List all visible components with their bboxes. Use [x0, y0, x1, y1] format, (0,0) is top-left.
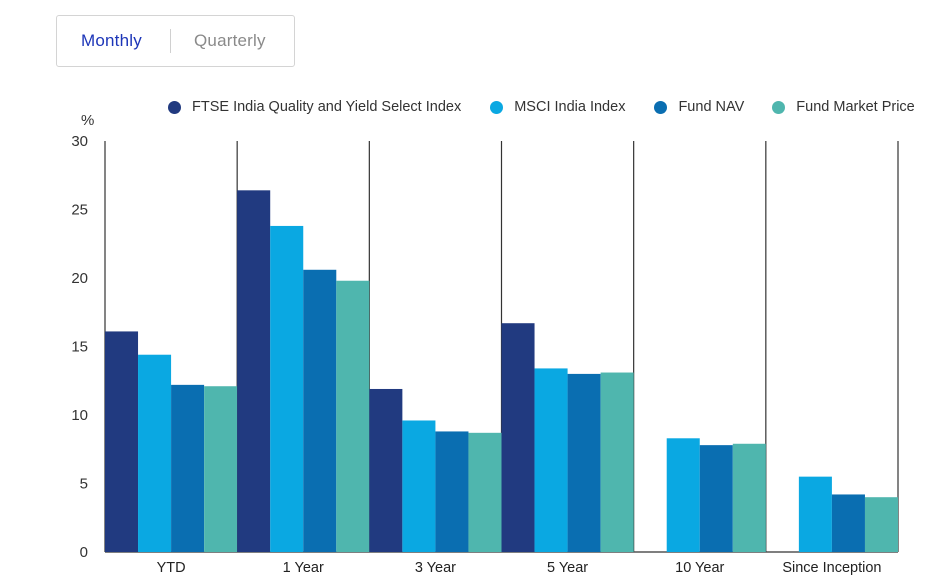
- bar-3-1[interactable]: [534, 368, 568, 552]
- bar-0-3[interactable]: [204, 386, 238, 552]
- y-tick-label-0: 0: [80, 544, 88, 561]
- legend-swatch-msci: [490, 100, 504, 114]
- x-tick-labels: YTD 1 Year 3 Year 5 Year 10 Year Since Incept…: [157, 560, 882, 576]
- bar-5-3[interactable]: [864, 497, 898, 552]
- legend-item-nav[interactable]: Fund NAV: [654, 99, 744, 115]
- bar-2-1[interactable]: [402, 420, 436, 552]
- legend-label-market: Fund Market Price: [796, 99, 915, 115]
- tab-monthly[interactable]: Monthly: [81, 31, 142, 50]
- y-tick-labels: 0 5 10 15 20 25 30: [71, 133, 88, 561]
- x-tick-label-0: YTD: [157, 560, 186, 576]
- y-tick-label-4: 20: [71, 270, 88, 287]
- x-tick-label-5: Since Inception: [782, 560, 881, 576]
- chart-bars: [105, 190, 898, 552]
- y-tick-label-2: 10: [71, 407, 88, 424]
- bar-3-2[interactable]: [567, 373, 601, 552]
- bar-0-1[interactable]: [138, 354, 172, 552]
- legend-swatch-index: [168, 100, 181, 114]
- bar-2-2[interactable]: [435, 431, 469, 552]
- y-tick-label-3: 15: [71, 339, 88, 356]
- bar-1-1[interactable]: [270, 225, 304, 552]
- legend-swatch-market: [772, 100, 786, 114]
- bar-0-0[interactable]: [105, 331, 139, 552]
- bar-4-1[interactable]: [666, 438, 700, 552]
- bar-3-0[interactable]: [501, 323, 535, 552]
- bar-4-2[interactable]: [699, 445, 733, 552]
- bar-3-3[interactable]: [600, 372, 634, 552]
- legend-label-msci: MSCI India Index: [514, 99, 626, 115]
- y-tick-label-6: 30: [71, 133, 88, 150]
- y-axis-unit-label: %: [81, 112, 94, 129]
- y-tick-label-1: 5: [80, 476, 88, 493]
- bar-4-3[interactable]: [732, 443, 766, 552]
- chart-legend: FTSE India Quality and Yield Select Inde…: [168, 99, 915, 115]
- period-toggle: Monthly Quarterly: [56, 15, 295, 67]
- toggle-divider: [170, 29, 171, 53]
- legend-swatch-nav: [654, 100, 668, 114]
- x-tick-label-3: 5 Year: [547, 560, 588, 576]
- legend-label-nav: Fund NAV: [678, 99, 745, 115]
- legend-item-index[interactable]: FTSE India Quality and Yield Select Inde…: [168, 99, 461, 115]
- y-tick-label-5: 25: [71, 202, 88, 219]
- bar-2-3[interactable]: [468, 432, 502, 552]
- bar-2-0[interactable]: [369, 388, 403, 552]
- x-tick-label-1: 1 Year: [283, 560, 324, 576]
- x-tick-label-4: 10 Year: [675, 560, 724, 576]
- bar-5-2[interactable]: [831, 494, 865, 552]
- legend-item-market[interactable]: Fund Market Price: [772, 99, 915, 115]
- bar-0-2[interactable]: [171, 384, 205, 552]
- bar-1-0[interactable]: [237, 190, 271, 552]
- legend-label-index: FTSE India Quality and Yield Select Inde…: [192, 99, 462, 115]
- bar-5-1[interactable]: [798, 476, 832, 552]
- x-tick-label-2: 3 Year: [415, 560, 456, 576]
- legend-item-msci[interactable]: MSCI India Index: [490, 99, 625, 115]
- bar-1-2[interactable]: [303, 269, 337, 552]
- tab-quarterly[interactable]: Quarterly: [194, 31, 266, 50]
- bar-1-3[interactable]: [336, 280, 370, 552]
